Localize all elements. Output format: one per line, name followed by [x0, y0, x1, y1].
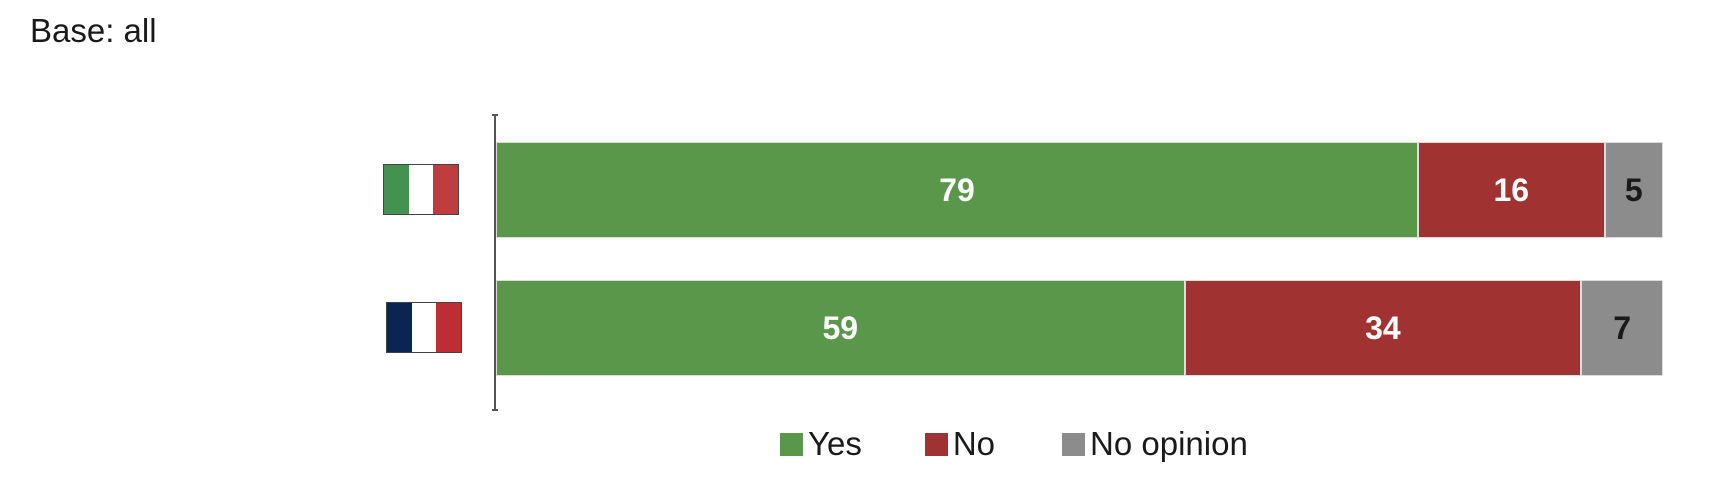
legend-item-yes: Yes [780, 425, 862, 463]
axis-tick-top [492, 114, 498, 116]
france-flag-icon [386, 302, 462, 353]
bar-segment-no-opinion: 5 [1604, 142, 1663, 238]
bar-segment-yes: 59 [496, 280, 1185, 376]
bar-segment-no: 34 [1184, 280, 1582, 376]
bar-segment-yes: 79 [496, 142, 1418, 238]
bar-italy: 79 16 5 [496, 142, 1663, 238]
legend-label: No opinion [1090, 425, 1248, 462]
data-label: 16 [1493, 171, 1530, 208]
data-label: 34 [1365, 309, 1401, 346]
bar-segment-no: 16 [1417, 142, 1605, 238]
legend-swatch [924, 432, 948, 456]
bar-segment-no-opinion: 7 [1581, 280, 1663, 376]
legend-swatch [1062, 432, 1086, 456]
bar-france: 59 34 7 [496, 280, 1663, 376]
chart-subtitle: Base: all [30, 12, 157, 49]
italy-flag-icon [383, 164, 459, 215]
axis-tick-bottom [492, 409, 498, 411]
category-axis [494, 115, 496, 411]
data-label: 79 [939, 171, 975, 208]
data-label: 7 [1613, 309, 1632, 346]
legend-swatch [780, 432, 803, 456]
legend-item-no: No [924, 425, 996, 463]
legend-label: No [952, 425, 996, 462]
legend: Yes No No opinion [780, 425, 1298, 463]
data-label: 59 [822, 309, 859, 346]
legend-label: Yes [808, 425, 862, 462]
data-label: 5 [1624, 171, 1643, 208]
legend-item-no-opinion: No opinion [1062, 425, 1248, 463]
